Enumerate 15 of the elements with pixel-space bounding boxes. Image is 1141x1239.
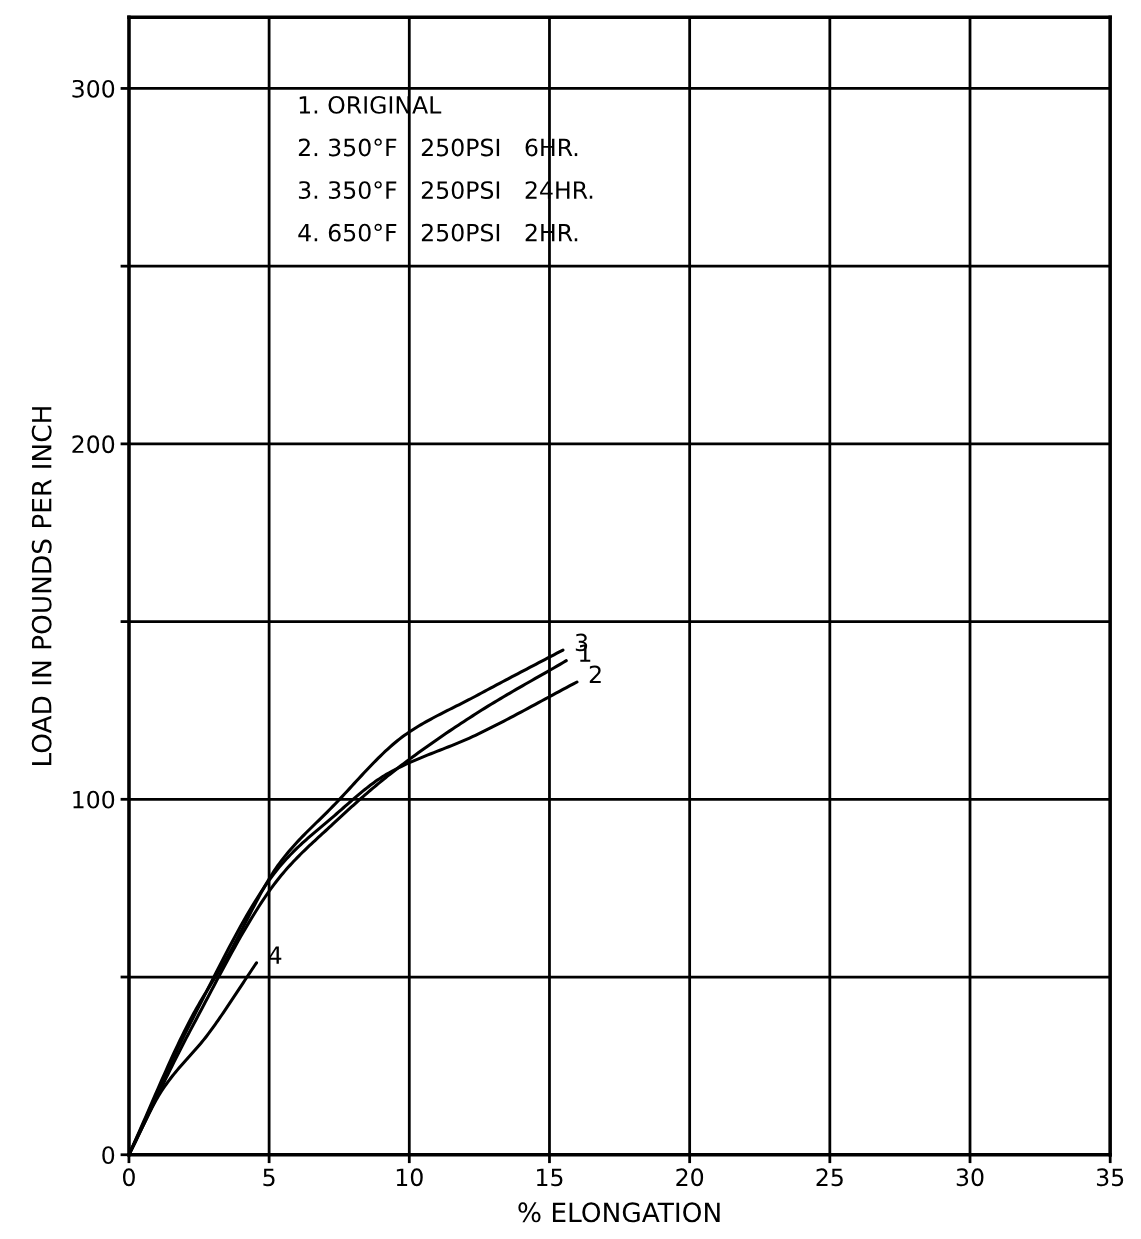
x-tick-label: 5 (263, 1168, 275, 1187)
series-label: 2 (589, 665, 601, 683)
y-tick-label: 300 (72, 79, 115, 98)
x-tick-label: 25 (816, 1168, 843, 1187)
x-axis-title: % ELONGATION (518, 1202, 720, 1223)
y-tick-label: 200 (72, 435, 115, 454)
y-tick-label: 100 (73, 790, 115, 809)
x-tick-label: 30 (956, 1168, 984, 1187)
y-tick-label: 0 (102, 1146, 115, 1165)
x-tick-label: 15 (537, 1168, 563, 1187)
x-tick-label: 35 (1096, 1168, 1124, 1187)
x-tick-label: 10 (396, 1168, 423, 1187)
x-tick-label: 0 (122, 1168, 135, 1187)
x-tick-label: 20 (676, 1168, 704, 1187)
y-axis-title: LOAD IN POUNDS PER INCH (31, 407, 52, 765)
